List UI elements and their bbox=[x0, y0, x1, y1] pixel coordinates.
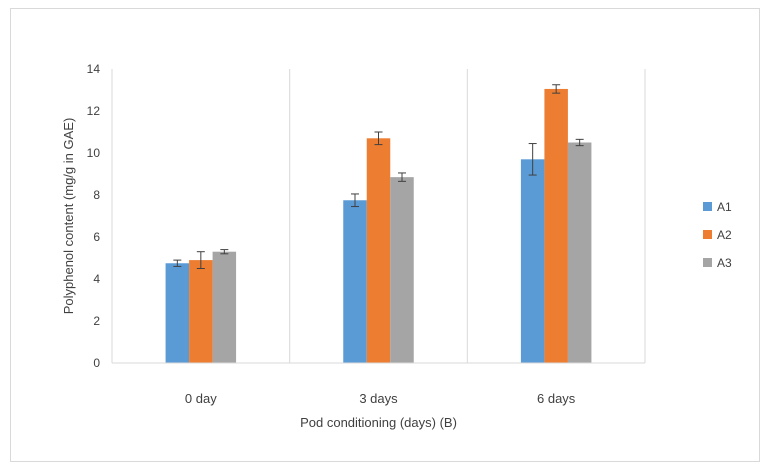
legend: A1 A2 A3 bbox=[703, 200, 732, 270]
legend-swatch-a3 bbox=[703, 258, 712, 267]
legend-label-a3: A3 bbox=[717, 256, 732, 270]
legend-swatch-a1 bbox=[703, 202, 712, 211]
bar-a1 bbox=[343, 200, 367, 363]
y-tick-label: 4 bbox=[93, 272, 100, 286]
bar-a1 bbox=[520, 159, 545, 363]
y-tick-label: 10 bbox=[87, 146, 101, 160]
y-tick-label: 14 bbox=[87, 62, 101, 76]
bar-a3 bbox=[567, 142, 592, 363]
bar-a2 bbox=[544, 88, 568, 363]
y-tick-label: 8 bbox=[93, 188, 100, 202]
bar-a2 bbox=[189, 260, 213, 363]
bar-a2 bbox=[366, 138, 391, 363]
x-tick-label: 6 days bbox=[537, 391, 576, 406]
x-tick-label: 3 days bbox=[359, 391, 398, 406]
bars bbox=[165, 88, 592, 363]
bar-a1 bbox=[165, 263, 190, 363]
bar-a3 bbox=[212, 251, 237, 363]
y-tick-label: 6 bbox=[93, 230, 100, 244]
x-axis-label: Pod conditioning (days) (B) bbox=[300, 415, 457, 430]
y-tick-label: 12 bbox=[87, 104, 101, 118]
bar-a3 bbox=[390, 177, 414, 363]
gridlines bbox=[111, 69, 646, 363]
error-bars bbox=[173, 84, 584, 269]
legend-swatch-a2 bbox=[703, 230, 712, 239]
x-axis-ticks: 0 day 3 days 6 days bbox=[185, 391, 576, 406]
x-tick-label: 0 day bbox=[185, 391, 217, 406]
legend-label-a2: A2 bbox=[717, 228, 732, 242]
y-tick-label: 2 bbox=[93, 314, 100, 328]
legend-label-a1: A1 bbox=[717, 200, 732, 214]
y-axis-ticks: 0 2 4 6 8 10 12 14 bbox=[87, 62, 101, 370]
y-tick-label: 0 bbox=[93, 356, 100, 370]
y-axis-label: Polyphenol content (mg/g in GAE) bbox=[61, 118, 76, 315]
